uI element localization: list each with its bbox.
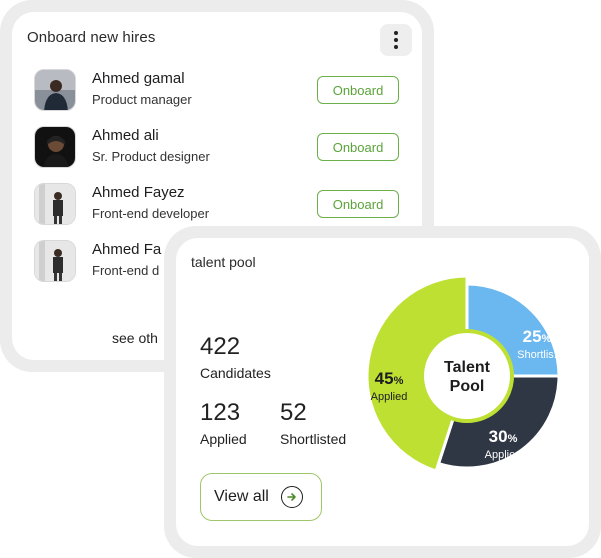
hire-name: Ahmed Fayez: [92, 184, 185, 201]
pie-center-ring: [420, 329, 514, 423]
avatar: [34, 126, 76, 168]
onboard-button[interactable]: Onboard: [317, 76, 399, 104]
hire-role: Front-end d: [92, 263, 160, 278]
arrow-right-circle-icon: [280, 486, 303, 508]
hire-role: Sr. Product designer: [92, 149, 210, 164]
hire-row: Ahmed ali Sr. Product designer Onboard: [34, 126, 412, 170]
hire-name: Ahmed gamal: [92, 70, 185, 87]
pie-slice-label: Applied: [485, 449, 522, 461]
pie-slice-label: Applied: [371, 391, 408, 403]
onboard-button[interactable]: Onboard: [317, 190, 399, 218]
hire-name: Ahmed ali: [92, 127, 159, 144]
talent-pool-card: talent pool 422 Candidates 123 Applied 5…: [176, 238, 589, 546]
candidates-count: 422: [200, 333, 241, 360]
hire-row: Ahmed Fa Front-end d: [34, 240, 412, 284]
hire-role: Product manager: [92, 92, 192, 107]
see-others-link[interactable]: see oth: [112, 330, 158, 346]
hire-name: Ahmed Fa: [92, 241, 162, 258]
pie-center-label-1: Talent: [444, 359, 491, 376]
onboard-card-title: Onboard new hires: [27, 29, 156, 46]
pie-center-label-2: Pool: [450, 378, 485, 395]
more-vertical-icon[interactable]: [380, 24, 412, 56]
applied-count: 123: [200, 399, 241, 426]
onboard-card: Onboard new hires Ahmed gamal Product ma…: [12, 12, 422, 360]
hire-row: Ahmed gamal Product manager Onboard: [34, 69, 412, 113]
avatar: [34, 69, 76, 111]
onboard-button[interactable]: Onboard: [317, 133, 399, 161]
pie-percent-label: 30%: [489, 427, 518, 446]
pie-percent-label: 25%: [523, 327, 552, 346]
view-all-button[interactable]: View all: [200, 473, 322, 521]
candidates-label: Candidates: [200, 365, 271, 381]
view-all-label: View all: [214, 488, 269, 505]
avatar: [34, 183, 76, 225]
talent-pool-pie-chart: Talent Pool 25% Shortlis. 30% Applied 45% App…: [367, 276, 561, 473]
pie-slice-label: Shortlis.: [517, 349, 557, 361]
pie-slice: [367, 276, 469, 473]
shortlisted-count: 52: [280, 399, 307, 426]
talent-pool-title: talent pool: [191, 254, 256, 270]
hire-role: Front-end developer: [92, 206, 210, 221]
hire-row: Ahmed Fayez Front-end developer Onboard: [34, 183, 412, 227]
avatar: [34, 240, 76, 282]
applied-label: Applied: [200, 431, 247, 447]
shortlisted-label: Shortlisted: [280, 431, 347, 447]
pie-percent-label: 45%: [375, 369, 404, 388]
